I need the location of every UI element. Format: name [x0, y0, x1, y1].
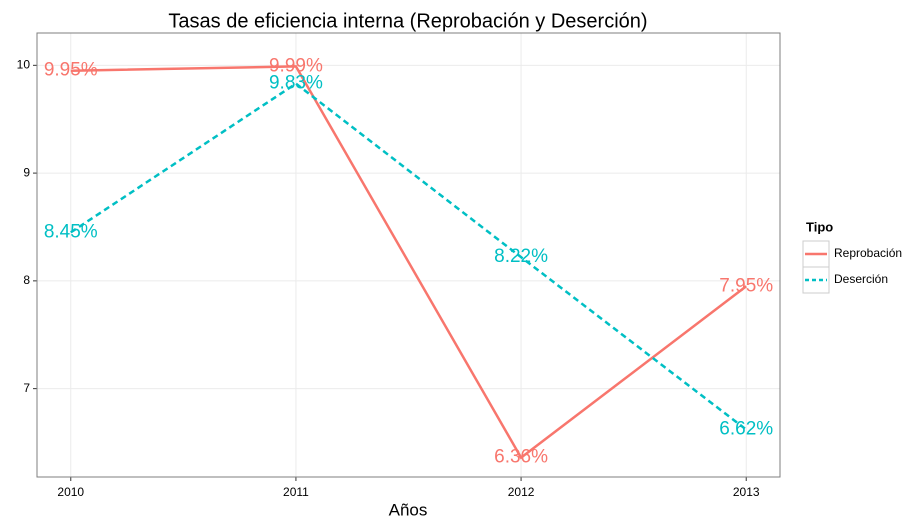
- legend-title: Tipo: [806, 219, 833, 234]
- data-label: 6.36%: [494, 447, 548, 468]
- y-tick-label: 8: [23, 273, 30, 287]
- line: [70, 82, 747, 431]
- chart-title: Tasas de eficiencia interna (Reprobación…: [168, 10, 647, 32]
- legend-label: Reprobación: [834, 246, 902, 260]
- data-label: 8.22%: [494, 246, 548, 267]
- data-label: 9.95%: [44, 60, 98, 81]
- x-tick-label: 2013: [733, 485, 760, 499]
- plot-border: [36, 32, 781, 478]
- data-label: 7.95%: [719, 275, 773, 296]
- line: [70, 65, 747, 460]
- x-tick-label: 2012: [508, 485, 535, 499]
- x-tick-label: 2010: [57, 485, 84, 499]
- data-label: 6.62%: [719, 419, 773, 440]
- x-axis-title: Años: [389, 500, 428, 519]
- x-tick-label: 2011: [283, 485, 309, 499]
- data-label: 9.83%: [269, 73, 323, 94]
- y-tick-label: 10: [17, 58, 31, 72]
- legend-label: Deserción: [834, 272, 888, 286]
- y-tick-label: 7: [23, 381, 30, 395]
- data-label: 8.45%: [44, 221, 98, 242]
- plot-background: [37, 33, 780, 477]
- y-tick-label: 9: [23, 165, 30, 179]
- data-label: 9.99%: [269, 55, 323, 76]
